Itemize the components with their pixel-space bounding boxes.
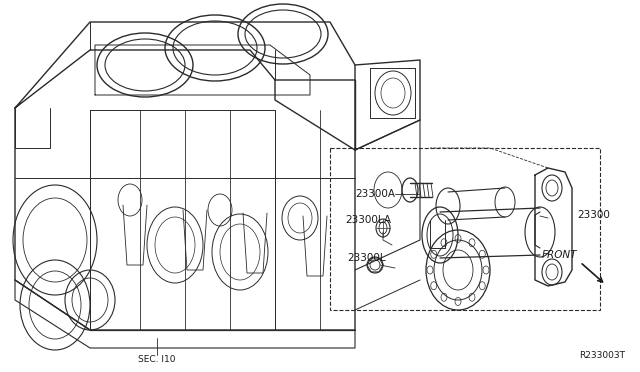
Text: 23300L: 23300L — [347, 253, 386, 263]
Text: R233003T: R233003T — [579, 351, 625, 360]
Text: 23300: 23300 — [577, 210, 610, 220]
Text: FRONT: FRONT — [542, 250, 577, 260]
Bar — [330, 148, 600, 310]
Text: 23300A: 23300A — [355, 189, 395, 199]
Text: SEC. I10: SEC. I10 — [138, 355, 176, 364]
Text: 23300LA: 23300LA — [345, 215, 391, 225]
